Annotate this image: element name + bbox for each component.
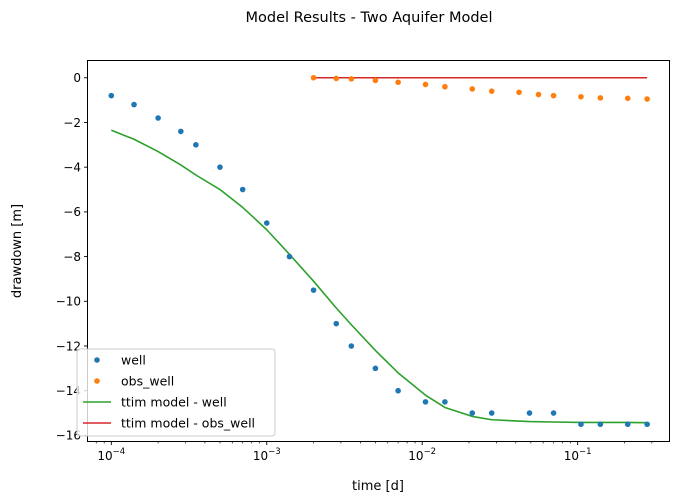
data-point: [108, 92, 115, 99]
y-tick-label: −2: [63, 116, 81, 130]
data-point: [422, 81, 429, 88]
data-point: [442, 399, 448, 405]
data-point: [488, 410, 495, 416]
data-point: [310, 287, 317, 293]
data-point: [469, 410, 476, 416]
legend-marker: [94, 357, 100, 363]
data-point: [644, 96, 650, 102]
y-tick-label: −14: [56, 384, 81, 398]
data-point: [395, 387, 401, 394]
legend-box: [76, 348, 276, 437]
legend-marker: [94, 378, 100, 384]
data-point: [624, 421, 631, 428]
data-point: [372, 365, 379, 372]
data-point: [263, 220, 270, 226]
data-point: [348, 343, 355, 349]
data-point: [286, 253, 293, 260]
data-point: [217, 164, 223, 170]
y-tick-label: −12: [56, 339, 81, 353]
y-tick-label: −8: [63, 250, 81, 264]
data-point: [131, 101, 137, 108]
x-tick-label: 10−2: [408, 447, 436, 463]
x-tick-label: 10−3: [253, 447, 281, 463]
chart-title: Model Results - Two Aquifer Model: [246, 10, 493, 26]
data-point: [395, 79, 401, 86]
data-point: [526, 410, 533, 416]
data-point: [310, 74, 317, 81]
axis-ticks: 10−4 10−3 10−2 10−1 0 −2 −4 −6 −8 −10 −12 −14 −16: [56, 71, 653, 463]
data-point: [442, 83, 448, 90]
y-tick-label: −16: [56, 429, 81, 443]
legend-label: obs_well: [121, 374, 174, 389]
y-tick-label: 0: [73, 71, 81, 85]
y-tick-label: −10: [56, 295, 81, 309]
data-point: [597, 421, 604, 428]
data-point: [333, 320, 340, 327]
data-point: [516, 89, 522, 96]
data-point: [178, 128, 184, 135]
legend-label: ttim model - well: [121, 395, 227, 410]
data-point: [469, 86, 476, 92]
data-point: [239, 186, 246, 193]
data-point: [550, 410, 557, 416]
series-line-2: [111, 129, 648, 424]
plot-area: [108, 74, 650, 428]
data-point: [333, 75, 340, 82]
y-axis-label: drawdown [m]: [10, 204, 25, 298]
y-tick-label: −4: [63, 160, 81, 174]
data-point: [488, 88, 495, 94]
legend-label: ttim model - obs_well: [121, 416, 255, 431]
data-point: [644, 421, 650, 428]
data-point: [193, 142, 199, 148]
data-point: [535, 91, 542, 98]
legend-label: well: [121, 353, 146, 368]
data-point: [155, 115, 161, 121]
data-point: [550, 92, 557, 99]
x-tick-label: 10−4: [97, 447, 125, 463]
axes-frame: [87, 60, 670, 442]
data-point: [372, 77, 379, 84]
data-point: [597, 95, 604, 101]
data-point: [578, 421, 584, 428]
data-point: [348, 76, 355, 82]
y-tick-label: −6: [63, 205, 81, 219]
data-point: [578, 93, 584, 100]
data-point: [624, 95, 631, 102]
x-axis-label: time [d]: [352, 479, 404, 494]
data-point: [422, 399, 429, 405]
x-tick-label: 10−1: [564, 447, 592, 463]
